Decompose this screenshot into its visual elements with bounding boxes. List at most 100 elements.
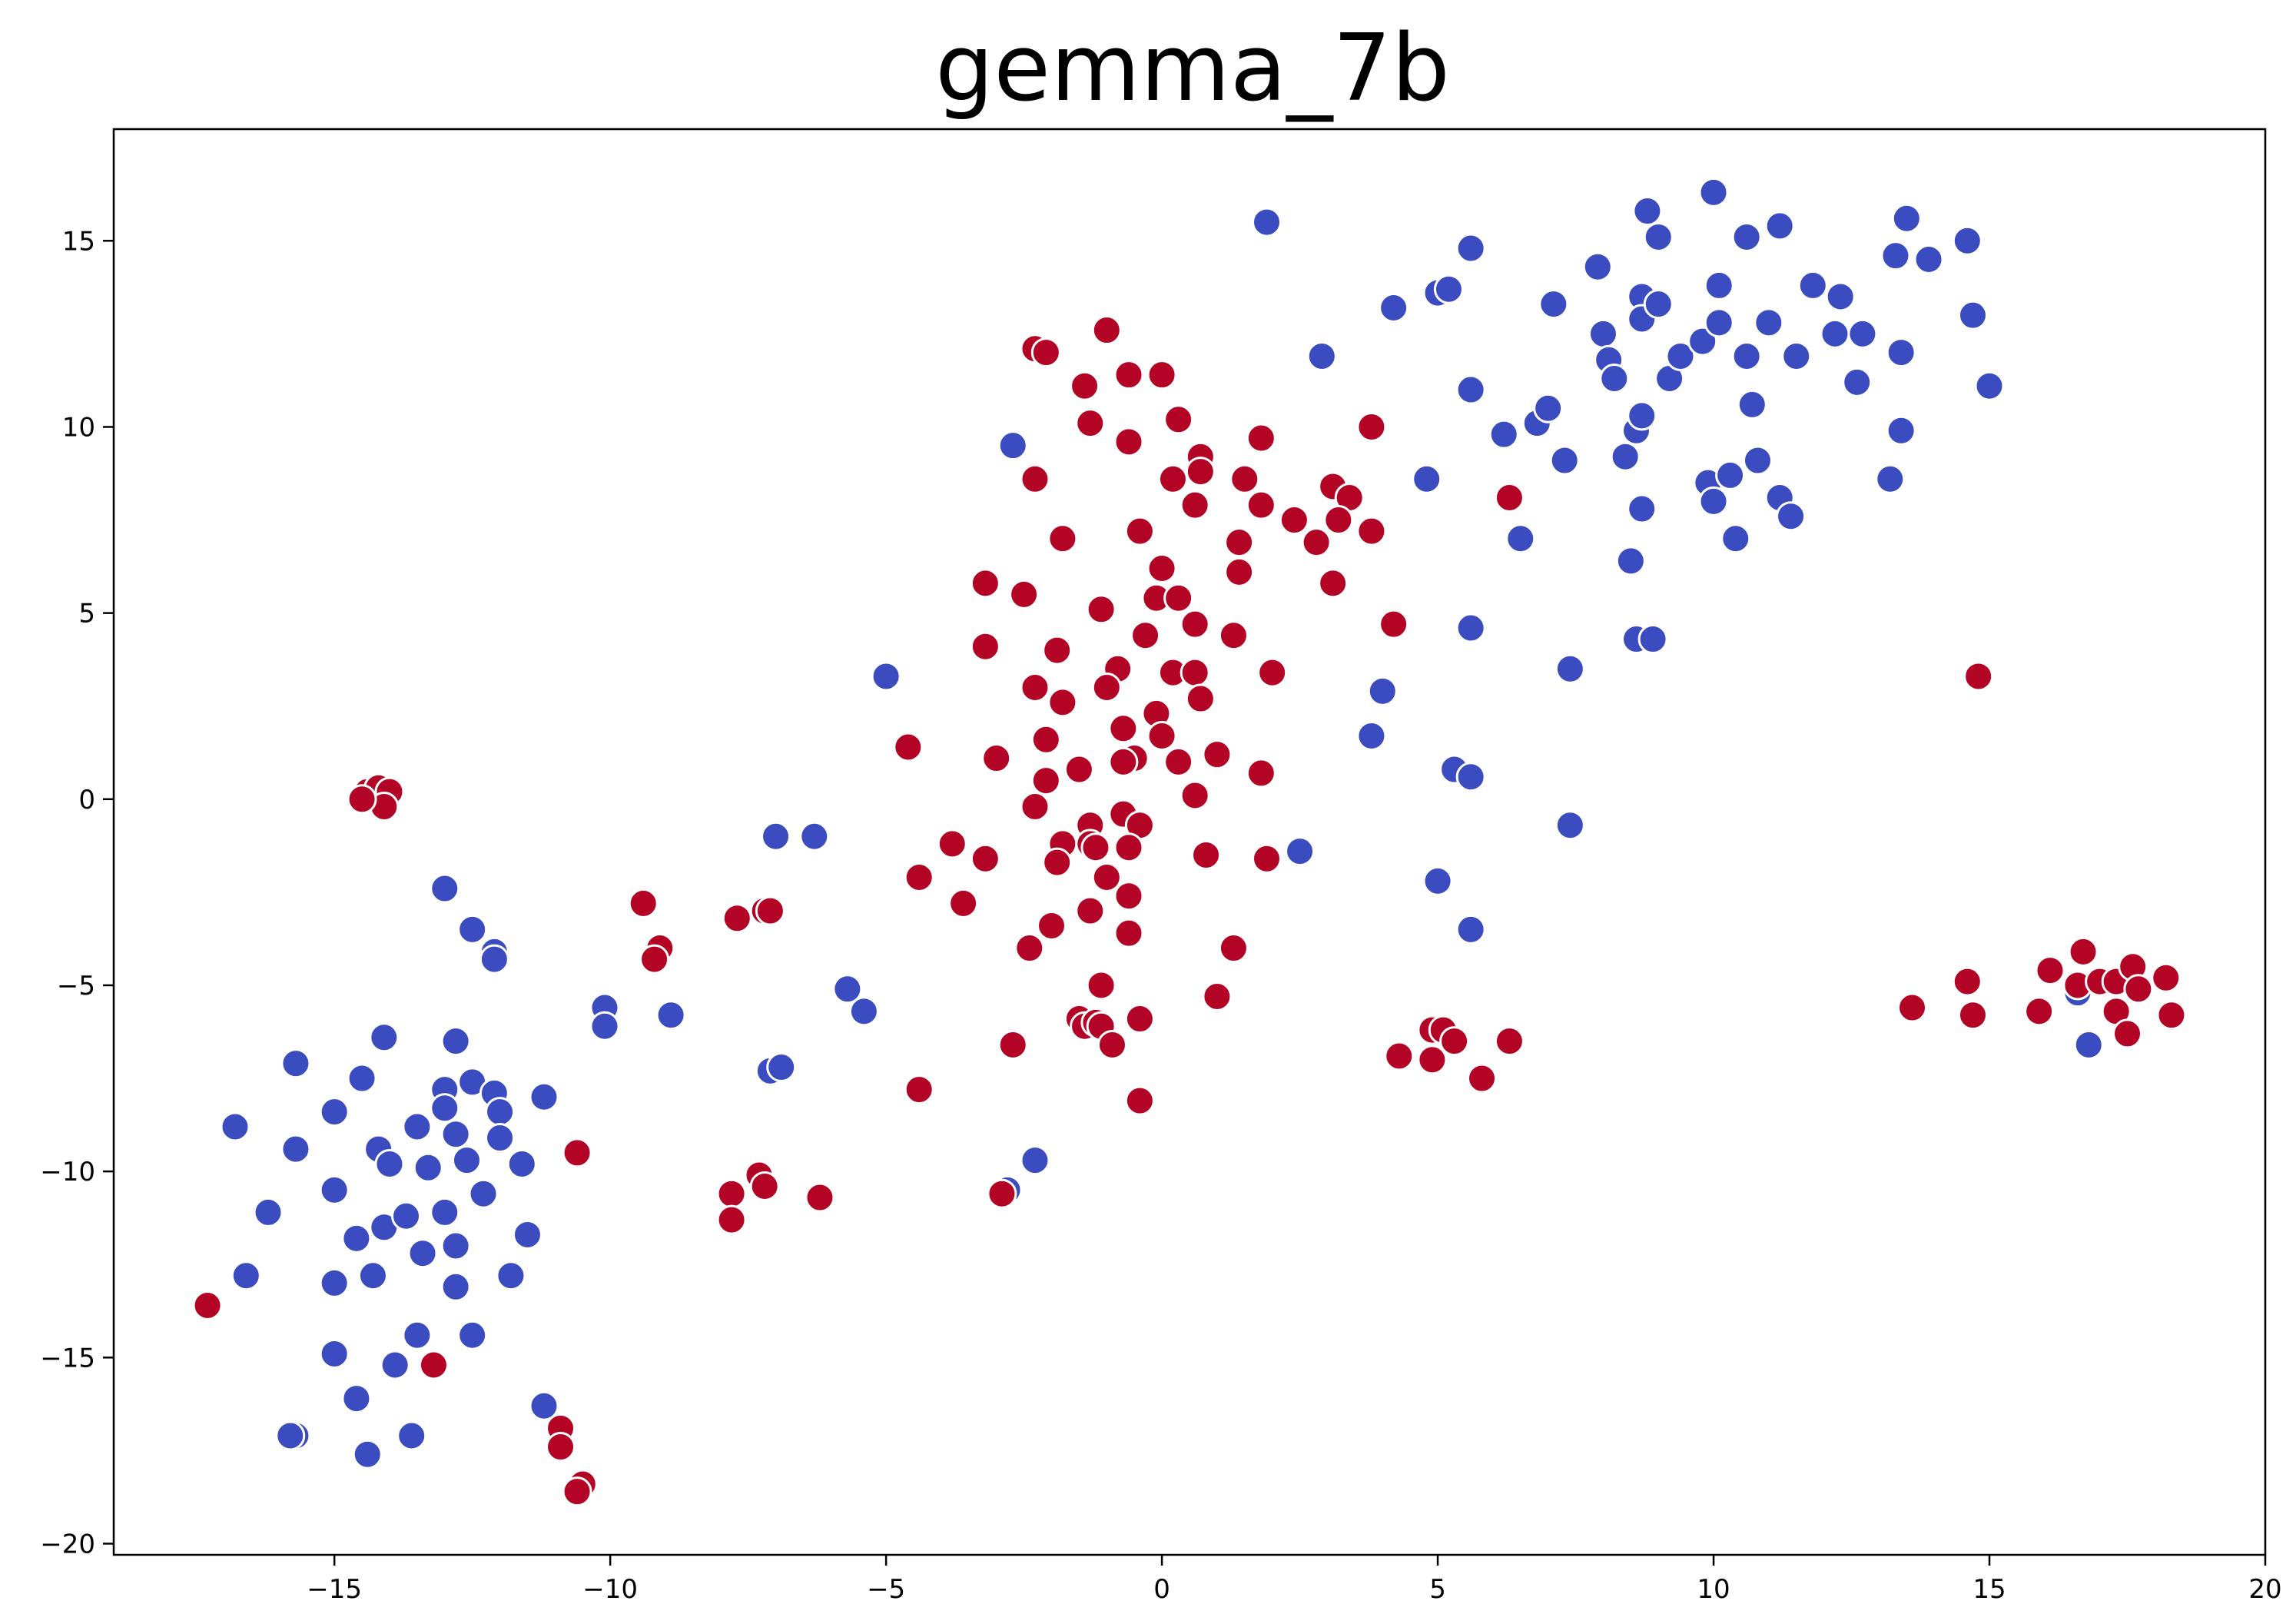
data-point-red [1113,360,1144,390]
data-point-red [1191,839,1222,870]
data-point-blue [1720,523,1751,554]
data-point-blue [352,1439,383,1470]
data-point-blue [1952,225,1982,256]
data-point-red [1897,992,1928,1023]
data-point-red [1124,1085,1155,1116]
data-point-red [1042,847,1073,878]
data-points [192,177,2187,1507]
data-point-blue [1737,389,1767,420]
data-point-blue [357,1260,388,1291]
data-point-red [970,631,1000,662]
data-point-blue [1412,463,1442,494]
data-point-blue [319,1174,350,1205]
data-point-red [418,1350,449,1380]
data-point-blue [430,1093,460,1124]
data-point-blue [440,1026,471,1057]
data-point-blue [253,1197,284,1227]
x-tick-label: 5 [1429,1574,1446,1605]
data-point-blue [1875,463,1906,494]
data-point-red [948,888,979,918]
data-point-red [1113,881,1144,912]
data-point-blue [2073,1029,2104,1060]
data-point-blue [1285,836,1316,867]
data-point-blue [457,1320,488,1350]
data-point-blue [407,1238,438,1269]
data-point-red [716,1204,747,1235]
plot-frame [112,128,2267,1556]
data-point-red [1379,609,1409,639]
y-tick-label: 0 [78,785,95,815]
data-point-red [546,1432,576,1463]
x-tick-label: −5 [867,1574,905,1605]
data-point-blue [280,1134,311,1164]
data-point-red [987,1178,1017,1209]
data-point-red [1356,411,1387,442]
data-point-blue [529,1390,559,1421]
x-tick-label: 0 [1153,1574,1170,1605]
data-point-blue [1554,653,1585,684]
data-point-blue [220,1111,251,1142]
data-point-blue [413,1152,443,1183]
data-point-red [755,895,785,926]
data-point-red [1146,360,1177,390]
data-point-red [904,862,934,893]
data-point-blue [766,1052,797,1083]
data-point-blue [848,996,879,1027]
data-point-blue [1643,289,1674,320]
data-point-blue [347,1063,377,1094]
data-point-blue [529,1081,559,1112]
data-point-red [997,1029,1028,1060]
data-point-blue [1847,318,1878,349]
data-point-blue [1627,400,1657,431]
data-point-blue [1488,419,1519,450]
data-point-red [1124,516,1155,546]
data-point-blue [479,944,509,975]
data-point-red [749,1171,780,1202]
data-point-red [1047,687,1078,718]
data-point-blue [1704,307,1734,338]
data-point-blue [1880,241,1911,271]
data-point-red [1063,754,1094,785]
data-point-blue [589,1011,620,1041]
data-point-red [1047,523,1078,554]
data-point-blue [1698,177,1729,208]
data-point-blue [1505,523,1536,554]
data-point-red [2024,996,2055,1027]
data-point-blue [1615,546,1646,576]
data-point-blue [1825,281,1856,312]
data-point-blue [380,1350,410,1380]
data-point-blue [1554,810,1585,841]
data-point-blue [1665,340,1696,371]
data-point-blue [319,1097,350,1128]
data-point-blue [396,1420,427,1451]
data-point-red [1301,527,1332,558]
data-point-blue [1422,865,1453,896]
data-point-red [1246,758,1276,789]
data-point-red [1113,832,1144,863]
data-point-blue [1715,460,1746,490]
data-point-red [1246,423,1276,453]
data-point-red [1086,970,1116,1001]
y-tick-label: 5 [78,599,95,629]
data-point-blue [1891,203,1922,234]
data-point-red [1075,408,1106,439]
data-point-blue [319,1338,350,1369]
data-point-red [1252,843,1282,874]
data-point-red [2156,1000,2187,1031]
data-point-red [1494,1026,1525,1057]
y-tick-label: −20 [40,1529,95,1559]
data-point-blue [1627,493,1657,524]
data-point-red [1030,724,1061,755]
data-point-blue [1455,233,1486,264]
data-point-red [1257,657,1288,688]
data-point-red [1246,490,1276,520]
data-point-blue [1455,914,1486,945]
data-point-red [893,732,924,762]
data-point-red [1113,427,1144,457]
data-point-red [1030,337,1061,368]
data-point-blue [1632,196,1663,227]
data-point-blue [1687,326,1718,357]
data-point-blue [496,1260,526,1291]
data-point-blue [1455,613,1486,643]
data-point-red [1467,1063,1498,1094]
